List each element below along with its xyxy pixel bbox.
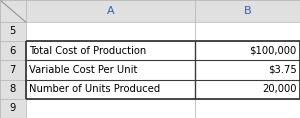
Text: B: B (244, 6, 251, 16)
Text: Total Cost of Production: Total Cost of Production (29, 46, 146, 56)
Text: $3.75: $3.75 (268, 65, 296, 75)
Bar (26, 41, 300, 60)
Text: 6: 6 (10, 46, 16, 56)
Bar (195, 0, 300, 22)
Bar (0, 99, 26, 118)
Bar (0, 60, 26, 80)
Text: 7: 7 (10, 65, 16, 75)
Bar (0, 41, 26, 60)
Text: 8: 8 (10, 84, 16, 94)
Bar (26, 0, 195, 22)
Bar (26, 80, 300, 99)
Text: 5: 5 (10, 26, 16, 36)
Text: Number of Units Produced: Number of Units Produced (29, 84, 160, 94)
Text: A: A (106, 6, 114, 16)
Bar (0, 80, 26, 99)
Bar (26, 60, 300, 80)
Bar (0, 0, 26, 22)
Text: 20,000: 20,000 (262, 84, 296, 94)
Bar (0, 22, 26, 41)
Bar (26, 99, 300, 118)
Text: $100,000: $100,000 (249, 46, 296, 56)
Text: 9: 9 (10, 103, 16, 113)
Text: Variable Cost Per Unit: Variable Cost Per Unit (29, 65, 137, 75)
Bar (26, 22, 300, 41)
